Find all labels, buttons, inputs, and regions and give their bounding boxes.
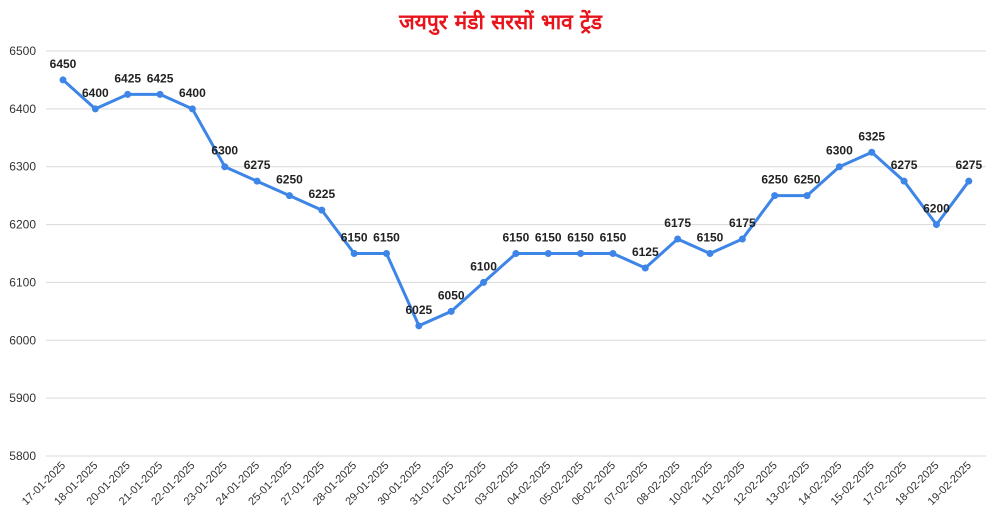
data-label: 6250 [794, 173, 821, 187]
data-point [706, 250, 714, 257]
series-points [59, 76, 973, 330]
data-point [188, 105, 196, 113]
data-point [415, 322, 423, 330]
y-tick-label: 6400 [9, 102, 36, 116]
data-point [480, 278, 488, 286]
data-label: 6250 [761, 173, 788, 187]
data-label: 6150 [373, 231, 400, 245]
series-line [61, 78, 971, 328]
data-label: 6025 [405, 303, 432, 317]
chart-title: जयपुर मंडी सरसों भाव ट्रेंड [399, 10, 602, 34]
data-label: 6250 [276, 173, 303, 187]
data-label: 6150 [697, 231, 724, 245]
data-point [771, 192, 779, 200]
data-label: 6450 [50, 57, 77, 71]
data-label: 6150 [341, 231, 368, 245]
series-line-path [61, 78, 971, 328]
data-point [124, 90, 132, 98]
data-point [674, 235, 682, 243]
data-label: 6300 [826, 144, 853, 158]
y-tick-label: 5900 [9, 391, 36, 405]
data-label: 6275 [244, 158, 271, 172]
data-point [512, 250, 520, 257]
data-label: 6275 [891, 158, 918, 172]
data-point [91, 105, 99, 113]
data-label: 6150 [600, 231, 627, 245]
data-label: 6150 [503, 231, 530, 245]
data-label: 6300 [211, 144, 238, 158]
data-label: 6425 [147, 71, 174, 85]
data-label: 6400 [179, 86, 206, 100]
data-label: 6325 [858, 129, 885, 143]
data-point [965, 177, 973, 185]
data-point [577, 250, 585, 257]
data-label: 6050 [438, 288, 465, 302]
data-point [835, 163, 843, 171]
y-tick-label: 6500 [9, 44, 36, 58]
data-point [383, 250, 390, 257]
data-point [738, 235, 746, 243]
data-point [803, 192, 811, 200]
data-point [932, 221, 940, 229]
data-label: 6125 [632, 245, 659, 259]
y-tick-label: 5800 [9, 449, 36, 463]
y-tick-label: 6200 [9, 218, 36, 232]
data-point [253, 177, 261, 185]
data-label: 6100 [470, 259, 497, 273]
data-point [900, 177, 908, 185]
data-point [221, 163, 229, 171]
data-point [868, 148, 876, 156]
y-axis-ticks: 5800 5900 6000 6100 6200 6300 6400 6500 [9, 44, 36, 463]
data-label: 6175 [664, 216, 691, 230]
data-label: 6275 [955, 158, 982, 172]
data-point [609, 250, 617, 257]
data-label: 6150 [535, 231, 562, 245]
data-label: 6150 [567, 231, 594, 245]
data-labels: 6450 6400 6425 6425 6400 6300 6275 6250 6225 6150… [50, 57, 983, 317]
data-label: 6400 [82, 86, 109, 100]
data-label: 6225 [308, 187, 335, 201]
data-point [447, 307, 455, 315]
data-point [318, 206, 326, 214]
data-point [350, 250, 358, 257]
data-label: 6425 [114, 71, 141, 85]
data-point [59, 76, 67, 84]
y-tick-label: 6300 [9, 160, 36, 174]
gridlines [46, 50, 986, 457]
data-label: 6175 [729, 216, 756, 230]
data-point [641, 264, 649, 272]
x-axis-ticks: 17-01-202518-01-202520-01-202521-01-2025… [20, 460, 974, 508]
data-point [285, 192, 293, 200]
y-tick-label: 6000 [9, 333, 36, 347]
data-point [544, 250, 552, 257]
y-tick-label: 6100 [9, 275, 36, 289]
data-point [156, 90, 164, 98]
data-label: 6200 [923, 202, 950, 216]
